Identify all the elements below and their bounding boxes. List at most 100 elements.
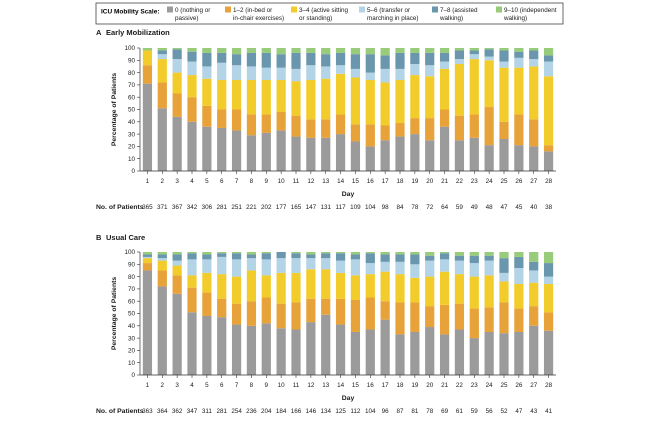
bar-segment-7-8-day-5: [202, 52, 212, 67]
bar-segment-7-8-day-6: [217, 52, 227, 63]
bar-segment-9-10-day-22: [454, 48, 465, 51]
bar-segment-5-6-day-7: [231, 259, 242, 277]
y-tick-label: 10: [128, 360, 136, 367]
bar-segment-1-2-day-9: [261, 114, 271, 133]
y-tick-label: 40: [128, 323, 136, 330]
bar-segment-9-10-day-26: [514, 48, 524, 52]
x-tick-label: 5: [205, 382, 209, 389]
bar-segment-0-day-19: [410, 134, 420, 171]
bar-segment-1-2-day-14: [335, 114, 346, 135]
bar-segment-1-2-day-10: [276, 111, 286, 131]
bar-segment-0-day-4: [187, 121, 197, 171]
bar-segment-5-6-day-19: [410, 63, 420, 76]
bar-segment-3-4-day-4: [187, 275, 197, 288]
bar-segment-7-8-day-7: [231, 54, 242, 66]
bar-segment-9-10-day-4: [187, 252, 197, 254]
bar-segment-3-4-day-19: [410, 277, 420, 303]
bar-segment-0-day-4: [187, 312, 197, 375]
bar-segment-3-4-day-22: [454, 274, 465, 304]
bar-segment-9-10-day-23: [469, 252, 479, 256]
bar-segment-3-4-day-3: [172, 265, 182, 276]
bar-segment-0-day-10: [276, 328, 286, 375]
bar-segment-0-day-8: [246, 135, 257, 171]
bar-segment-5-6-day-2: [157, 54, 167, 60]
bar-segment-7-8-day-26: [514, 256, 524, 268]
patient-count: 125: [335, 408, 346, 415]
bar-segment-7-8-day-22: [454, 255, 465, 261]
x-tick-label: 14: [337, 178, 345, 185]
x-tick-label: 6: [220, 382, 224, 389]
patient-count: 146: [306, 408, 317, 415]
bar-segment-0-day-16: [365, 329, 375, 375]
y-tick-label: 20: [128, 144, 136, 151]
bar-segment-7-8-day-4: [187, 253, 197, 260]
bar-segment-1-2-day-21: [439, 109, 450, 127]
bar-segment-3-4-day-28: [543, 283, 554, 313]
x-tick-label: 24: [486, 382, 494, 389]
bar-segment-7-8-day-23: [469, 255, 479, 264]
bar-segment-1-2-day-16: [365, 124, 375, 147]
bar-segment-7-8-day-15: [350, 54, 361, 69]
bar-segment-0-day-16: [365, 146, 375, 171]
bar-segment-5-6-day-24: [484, 56, 494, 61]
x-tick-label: 8: [250, 178, 254, 185]
x-tick-label: 28: [545, 382, 553, 389]
bar-segment-1-2-day-28: [543, 145, 554, 152]
patient-count: 311: [202, 408, 213, 415]
bar-segment-1-2-day-20: [425, 118, 435, 141]
bar-segment-0-day-6: [217, 317, 227, 375]
legend-label-5-6: 5–6 (transfer or: [367, 7, 410, 14]
x-tick-label: 1: [146, 382, 150, 389]
patient-count: 96: [382, 408, 390, 415]
x-tick-label: 3: [175, 382, 179, 389]
bar-segment-0-day-1: [142, 83, 153, 171]
bar-segment-7-8-day-17: [380, 55, 390, 69]
bar-segment-0-day-8: [246, 325, 257, 375]
patient-count: 78: [411, 204, 419, 211]
x-tick-label: 25: [500, 178, 508, 185]
bar-segment-1-2-day-17: [380, 125, 390, 141]
bar-segment-9-10-day-18: [395, 48, 405, 53]
bar-segment-5-6-day-23: [469, 263, 479, 277]
legend-label-3-4: 3–4 (active sitting: [299, 7, 348, 14]
bar-segment-5-6-day-12: [306, 258, 316, 270]
bar-segment-9-10-day-27: [529, 252, 539, 262]
bar-segment-5-6-day-25: [499, 61, 509, 68]
bar-segment-9-10-day-7: [231, 48, 242, 55]
bar-segment-5-6-day-23: [469, 54, 479, 60]
bar-segment-0-day-2: [157, 108, 167, 171]
legend-label2-1-2: in-chair exercises): [233, 15, 284, 22]
bar-segment-3-4-day-16: [365, 274, 375, 298]
patient-count: 363: [142, 408, 153, 415]
bar-segment-5-6-day-21: [439, 259, 450, 272]
x-tick-label: 22: [456, 178, 464, 185]
y-tick-label: 90: [128, 58, 136, 65]
patient-count: 367: [172, 204, 183, 211]
patient-count: 87: [396, 408, 404, 415]
bar-segment-3-4-day-1: [142, 258, 153, 264]
bar-segment-1-2-day-15: [350, 299, 361, 332]
bar-segment-9-10-day-5: [202, 252, 212, 255]
bar-segment-5-6-day-15: [350, 259, 361, 276]
bar-segment-1-2-day-27: [529, 119, 539, 147]
patient-count: 48: [486, 204, 494, 211]
bar-segment-7-8-day-10: [276, 54, 286, 68]
bar-segment-7-8-day-11: [291, 52, 301, 69]
y-tick-label: 10: [128, 156, 136, 163]
bar-segment-5-6-day-28: [543, 276, 554, 284]
bar-segment-5-6-day-18: [395, 68, 405, 80]
x-tick-label: 20: [426, 178, 434, 185]
bar-segment-1-2-day-6: [217, 298, 227, 318]
x-tick-label: 4: [190, 178, 194, 185]
bar-segment-5-6-day-13: [321, 66, 331, 79]
patient-count: 166: [291, 408, 302, 415]
bar-segment-7-8-day-26: [514, 51, 524, 58]
x-tick-label: 23: [471, 178, 479, 185]
bar-segment-9-10-day-8: [246, 252, 257, 255]
panel-letter: B: [96, 233, 102, 242]
bar-segment-3-4-day-18: [395, 274, 405, 303]
panel-title: Early Mobilization: [106, 28, 170, 37]
bar-segment-7-8-day-9: [261, 253, 271, 260]
patient-count: 43: [530, 408, 538, 415]
bar-segment-9-10-day-6: [217, 48, 227, 53]
